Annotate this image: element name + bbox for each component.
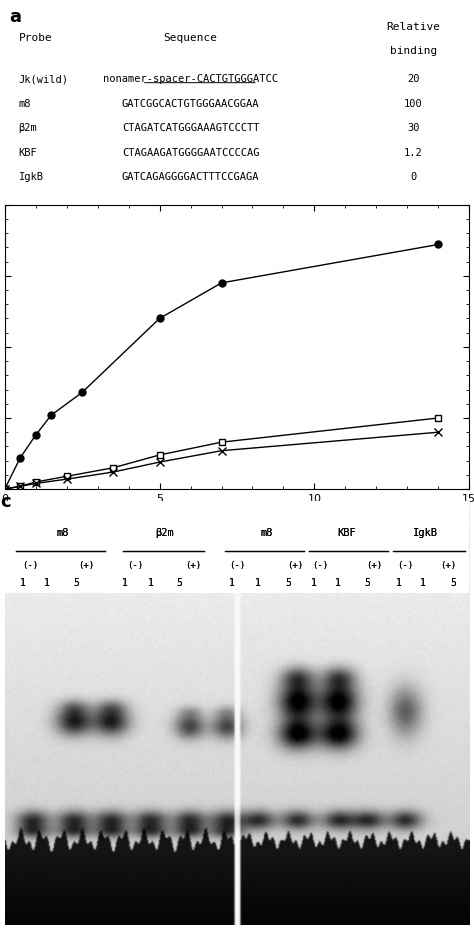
X-axis label: DNA probe added   (ng): DNA probe added (ng) (167, 510, 307, 523)
Text: 5: 5 (74, 578, 80, 588)
Text: 5: 5 (450, 578, 456, 588)
Text: nonamer-spacer-CACTGTGGGATCC: nonamer-spacer-CACTGTGGGATCC (103, 74, 278, 85)
Text: 20: 20 (407, 74, 420, 85)
Text: 1: 1 (335, 578, 341, 588)
Text: a: a (9, 8, 21, 26)
Text: (-): (-) (397, 561, 413, 570)
Text: Relative: Relative (386, 21, 440, 32)
Text: KBF: KBF (337, 527, 356, 538)
Text: 1: 1 (19, 578, 25, 588)
Text: IgkB: IgkB (413, 527, 438, 538)
Text: c: c (0, 493, 11, 511)
Text: 1: 1 (148, 578, 154, 588)
Text: 5: 5 (364, 578, 370, 588)
Text: 1: 1 (255, 578, 261, 588)
Text: 1: 1 (44, 578, 49, 588)
Text: (-): (-) (22, 561, 38, 570)
Text: 1: 1 (396, 578, 401, 588)
Text: (+): (+) (440, 561, 456, 570)
Text: 5: 5 (285, 578, 291, 588)
Text: 1: 1 (311, 578, 317, 588)
Text: 1: 1 (122, 578, 128, 588)
Text: GATCAGAGGGGACTTTCCGAGA: GATCAGAGGGGACTTTCCGAGA (122, 172, 259, 182)
Text: binding: binding (390, 46, 437, 56)
Text: m8: m8 (261, 527, 273, 538)
Text: 1: 1 (44, 578, 49, 588)
Text: 1: 1 (396, 578, 401, 588)
Text: (+): (+) (440, 561, 456, 570)
Text: (-): (-) (127, 561, 143, 570)
Text: (+): (+) (78, 561, 94, 570)
Text: CTAGATCATGGGAAAGTCCCTT: CTAGATCATGGGAAAGTCCCTT (122, 123, 259, 133)
Text: KBF: KBF (18, 148, 37, 157)
Text: 1: 1 (255, 578, 261, 588)
Text: (-): (-) (312, 561, 328, 570)
Text: IgkB: IgkB (18, 172, 44, 182)
Text: m8: m8 (18, 99, 31, 109)
Text: 1: 1 (122, 578, 128, 588)
Text: 0: 0 (410, 172, 417, 182)
Text: β2m: β2m (18, 123, 37, 133)
Text: β2m: β2m (155, 527, 174, 538)
Text: 1: 1 (228, 578, 234, 588)
Text: m8: m8 (56, 527, 69, 538)
Text: Jk(wild): Jk(wild) (18, 74, 69, 85)
Text: 30: 30 (407, 123, 420, 133)
Text: 5: 5 (450, 578, 456, 588)
Text: KBF: KBF (337, 527, 356, 538)
Text: 5: 5 (364, 578, 370, 588)
Text: (-): (-) (229, 561, 245, 570)
Text: (+): (+) (366, 561, 382, 570)
Text: 1: 1 (335, 578, 341, 588)
Text: 1: 1 (148, 578, 154, 588)
Text: (-): (-) (312, 561, 328, 570)
Text: (-): (-) (397, 561, 413, 570)
Text: (+): (+) (185, 561, 201, 570)
Text: 5: 5 (176, 578, 182, 588)
Text: IgkB: IgkB (413, 527, 438, 538)
Text: (-): (-) (229, 561, 245, 570)
Text: Sequence: Sequence (164, 33, 218, 43)
Text: 1: 1 (420, 578, 426, 588)
Text: CTAGAAGATGGGGAATCCCCAG: CTAGAAGATGGGGAATCCCCAG (122, 148, 259, 157)
Text: Probe: Probe (18, 33, 53, 43)
Text: β2m: β2m (155, 527, 174, 538)
Text: (+): (+) (185, 561, 201, 570)
Text: 1: 1 (19, 578, 25, 588)
Text: 5: 5 (285, 578, 291, 588)
Text: (+): (+) (287, 561, 303, 570)
Text: (+): (+) (287, 561, 303, 570)
Text: m8: m8 (261, 527, 273, 538)
Text: 1: 1 (420, 578, 426, 588)
Text: GATCGGCACTGTGGGAACGGAA: GATCGGCACTGTGGGAACGGAA (122, 99, 259, 109)
Text: (+): (+) (78, 561, 94, 570)
Text: 1: 1 (228, 578, 234, 588)
Text: m8: m8 (56, 527, 69, 538)
Text: (-): (-) (22, 561, 38, 570)
Text: 1.2: 1.2 (404, 148, 423, 157)
Text: 5: 5 (176, 578, 182, 588)
Bar (5, 501, 469, 592)
Text: 1: 1 (311, 578, 317, 588)
Text: 100: 100 (404, 99, 423, 109)
Text: 5: 5 (74, 578, 80, 588)
Text: (+): (+) (366, 561, 382, 570)
Text: (-): (-) (127, 561, 143, 570)
